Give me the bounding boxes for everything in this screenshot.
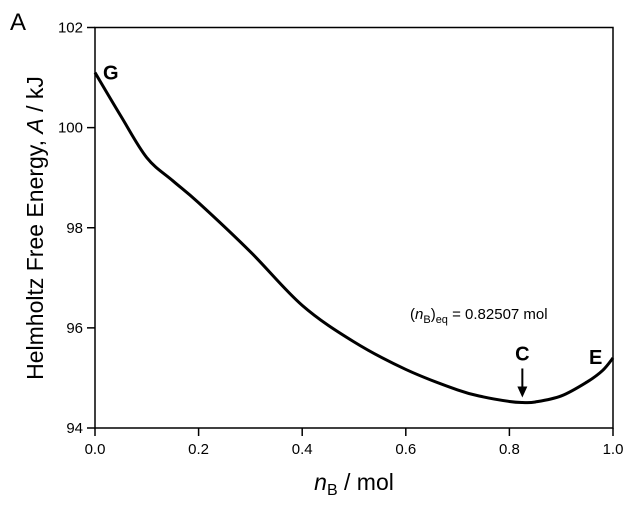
- y-tick-label: 98: [66, 220, 83, 237]
- x-tick-label: 0.2: [188, 441, 209, 458]
- label-c: C: [515, 343, 529, 365]
- y-tick-label: 100: [58, 120, 83, 137]
- panel-label: A: [10, 9, 26, 36]
- x-axis-label: nB / mol: [314, 469, 394, 499]
- label-e: E: [589, 347, 602, 369]
- label-g: G: [103, 63, 119, 85]
- y-tick-label: 102: [58, 20, 83, 37]
- x-tick-label: 1.0: [603, 441, 624, 458]
- y-tick-label: 96: [66, 320, 83, 337]
- arrow-head: [517, 386, 528, 398]
- x-tick-label: 0.4: [292, 441, 313, 458]
- x-tick-label: 0.6: [395, 441, 416, 458]
- series-line: [93, 71, 615, 405]
- plot-frame: [94, 26, 614, 429]
- arrow-c: [517, 368, 528, 398]
- y-tick-label: 94: [66, 420, 83, 437]
- x-tick-label: 0.0: [85, 441, 106, 458]
- x-tick-label: 0.8: [499, 441, 520, 458]
- y-axis-label: Helmholtz Free Energy, A / kJ: [22, 76, 48, 380]
- eq-annotation: (nB)eq = 0.82507 mol: [410, 306, 548, 326]
